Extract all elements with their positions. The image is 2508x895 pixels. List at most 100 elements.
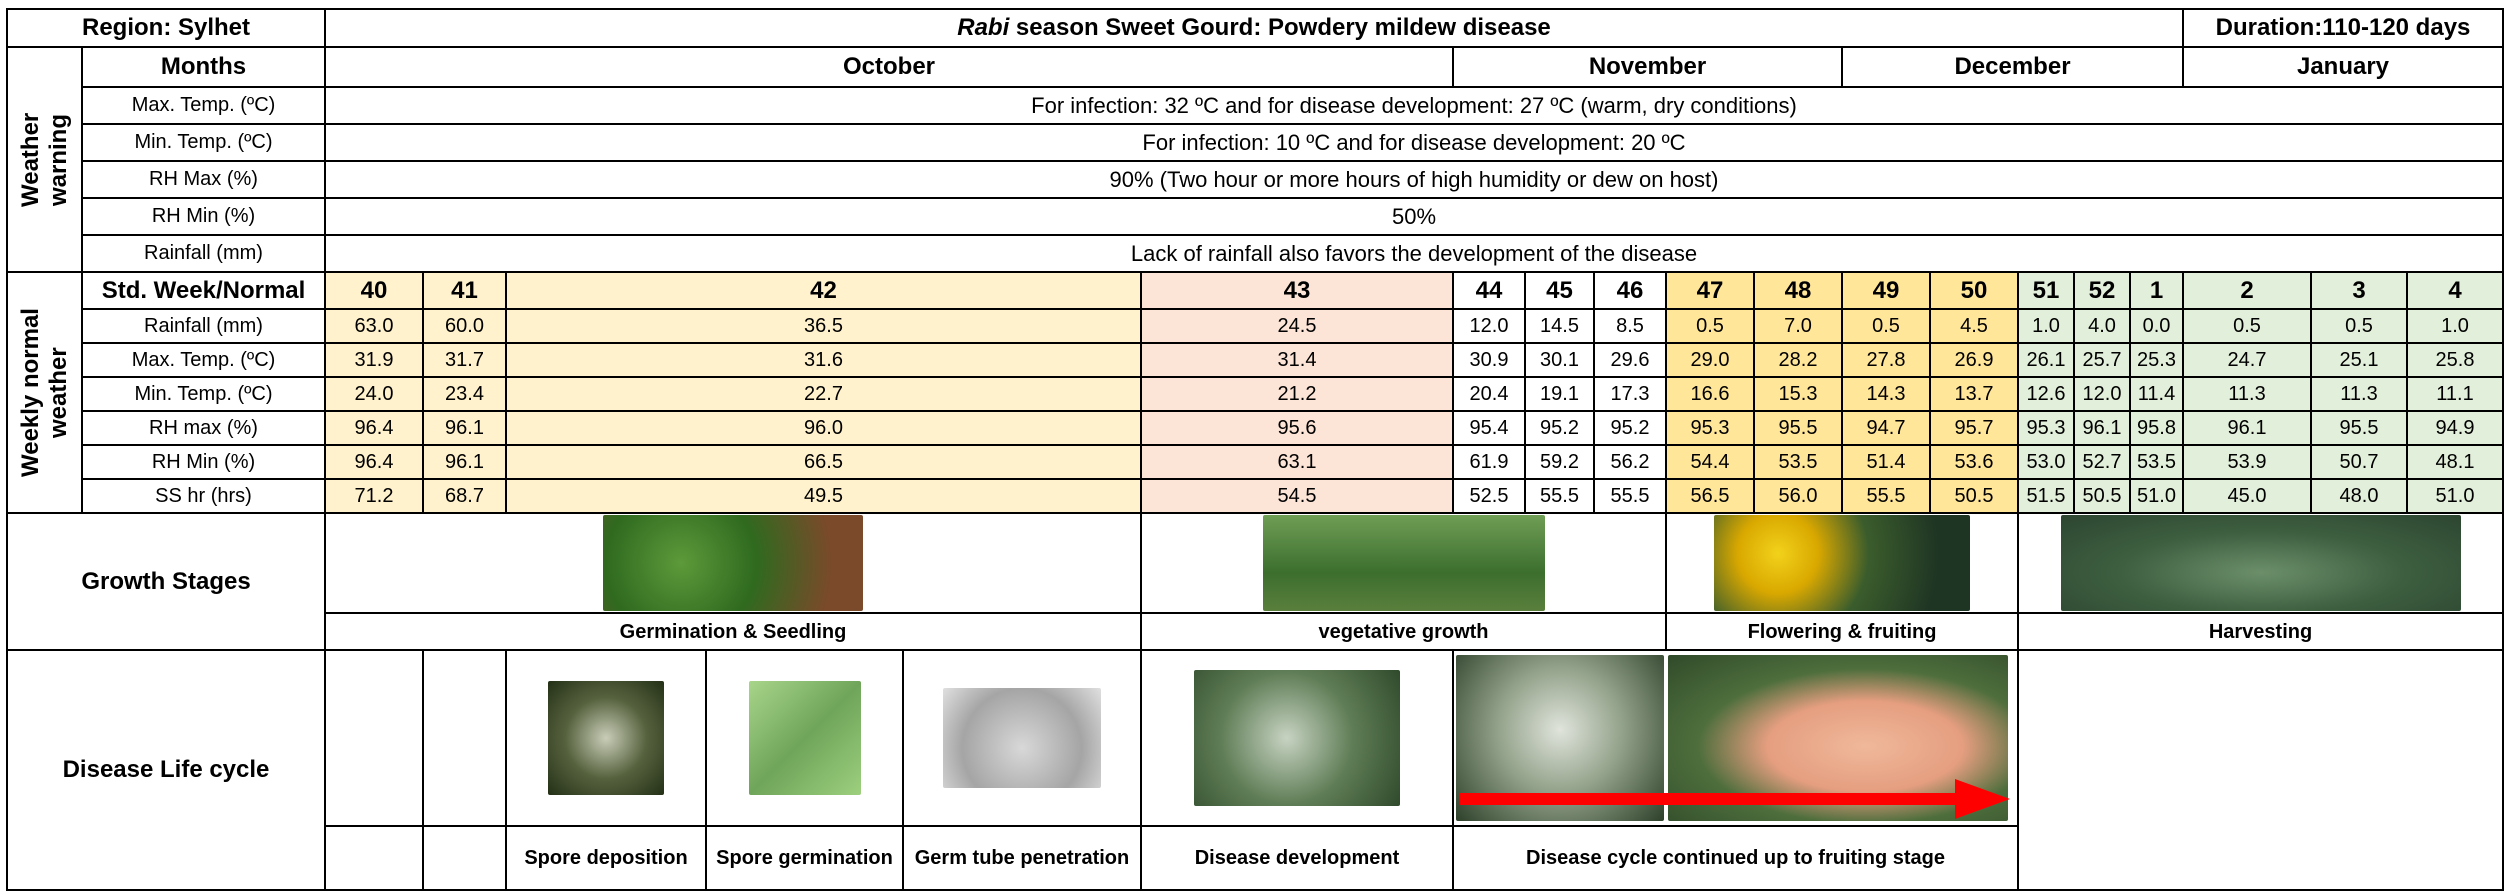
value: 31.9 — [326, 344, 422, 376]
value: 94.7 — [1843, 412, 1929, 444]
row-label: RH max (%) — [83, 412, 324, 444]
photo — [943, 688, 1101, 788]
week: 2 — [2184, 273, 2310, 308]
row-label: Rainfall (mm) — [83, 310, 324, 342]
value: 51.4 — [1843, 446, 1929, 478]
value: 48.0 — [2312, 480, 2406, 512]
empty-cell — [326, 827, 422, 889]
value: 50.5 — [1931, 480, 2017, 512]
row-label: SS hr (hrs) — [83, 480, 324, 512]
value: 96.1 — [2184, 412, 2310, 444]
photo — [548, 681, 664, 795]
week: 40 — [326, 273, 422, 308]
value: 51.5 — [2019, 480, 2073, 512]
photo — [603, 515, 863, 611]
value: 51.0 — [2131, 480, 2182, 512]
title-rest: season Sweet Gourd: Powdery mildew disea… — [1016, 14, 1551, 42]
stage-label: Germ tube penetration — [904, 827, 1140, 889]
value: 61.9 — [1454, 446, 1524, 478]
value: 96.1 — [424, 446, 505, 478]
photo — [1194, 670, 1400, 806]
value: 59.2 — [1526, 446, 1593, 478]
value: 66.5 — [507, 446, 1140, 478]
month: October — [326, 48, 1452, 86]
value: 96.1 — [2075, 412, 2129, 444]
duration: Duration:110-120 days — [2184, 10, 2502, 46]
stage-label: Harvesting — [2019, 614, 2502, 649]
value: 45.0 — [2184, 480, 2310, 512]
value: 21.2 — [1142, 378, 1452, 410]
value: 25.8 — [2408, 344, 2502, 376]
arrow — [1460, 779, 2017, 819]
week: 45 — [1526, 273, 1593, 308]
row-label: Min. Temp. (ºC) — [83, 125, 324, 160]
value: 17.3 — [1595, 378, 1665, 410]
week: 48 — [1755, 273, 1841, 308]
empty-cell — [424, 651, 505, 825]
value: 31.7 — [424, 344, 505, 376]
value: 55.5 — [1843, 480, 1929, 512]
image-cell — [904, 651, 1140, 825]
row-label: Rainfall (mm) — [83, 236, 324, 271]
warning-text: 50% — [326, 199, 2502, 234]
month: November — [1454, 48, 1841, 86]
value: 68.7 — [424, 480, 505, 512]
stage-label: Disease development — [1142, 827, 1452, 889]
value: 71.2 — [326, 480, 422, 512]
value: 54.5 — [1142, 480, 1452, 512]
row-label: Min. Temp. (ºC) — [83, 378, 324, 410]
row-label: Std. Week/Normal — [83, 273, 324, 308]
row-label: RH Max (%) — [83, 162, 324, 197]
value: 95.4 — [1454, 412, 1524, 444]
value: 24.5 — [1142, 310, 1452, 342]
month: December — [1843, 48, 2182, 86]
row-label: RH Min (%) — [83, 446, 324, 478]
image-cell — [1667, 514, 2017, 612]
value: 28.2 — [1755, 344, 1841, 376]
value: 49.5 — [507, 480, 1140, 512]
empty-cell — [2019, 651, 2502, 889]
value: 1.0 — [2408, 310, 2502, 342]
week: 4 — [2408, 273, 2502, 308]
stage-label: Flowering & fruiting — [1667, 614, 2017, 649]
value: 4.5 — [1931, 310, 2017, 342]
value: 24.7 — [2184, 344, 2310, 376]
warning-text: For infection: 10 ºC and for disease dev… — [326, 125, 2502, 160]
value: 55.5 — [1595, 480, 1665, 512]
value: 96.0 — [507, 412, 1140, 444]
value: 56.0 — [1755, 480, 1841, 512]
value: 95.8 — [2131, 412, 2182, 444]
image-cell — [2019, 514, 2502, 612]
section-label-text: Weekly normal weather — [17, 293, 73, 493]
value: 94.9 — [2408, 412, 2502, 444]
value: 95.5 — [1755, 412, 1841, 444]
value: 11.4 — [2131, 378, 2182, 410]
week: 42 — [507, 273, 1140, 308]
stage-label: Germination & Seedling — [326, 614, 1140, 649]
region: Region: Sylhet — [8, 10, 324, 46]
value: 52.7 — [2075, 446, 2129, 478]
week: 46 — [1595, 273, 1665, 308]
week: 1 — [2131, 273, 2182, 308]
value: 0.5 — [2184, 310, 2310, 342]
week: 44 — [1454, 273, 1524, 308]
value: 0.0 — [2131, 310, 2182, 342]
value: 63.1 — [1142, 446, 1452, 478]
value: 25.3 — [2131, 344, 2182, 376]
value: 29.0 — [1667, 344, 1753, 376]
value: 60.0 — [424, 310, 505, 342]
value: 50.7 — [2312, 446, 2406, 478]
value: 1.0 — [2019, 310, 2073, 342]
image-cell — [707, 651, 902, 825]
week: 49 — [1843, 273, 1929, 308]
row-label: Max. Temp. (ºC) — [83, 344, 324, 376]
warning-text: Lack of rainfall also favors the develop… — [326, 236, 2502, 271]
week: 3 — [2312, 273, 2406, 308]
value: 54.4 — [1667, 446, 1753, 478]
value: 96.4 — [326, 446, 422, 478]
image-cell — [1142, 651, 1452, 825]
value: 20.4 — [1454, 378, 1524, 410]
value: 11.1 — [2408, 378, 2502, 410]
value: 0.5 — [1667, 310, 1753, 342]
value: 36.5 — [507, 310, 1140, 342]
